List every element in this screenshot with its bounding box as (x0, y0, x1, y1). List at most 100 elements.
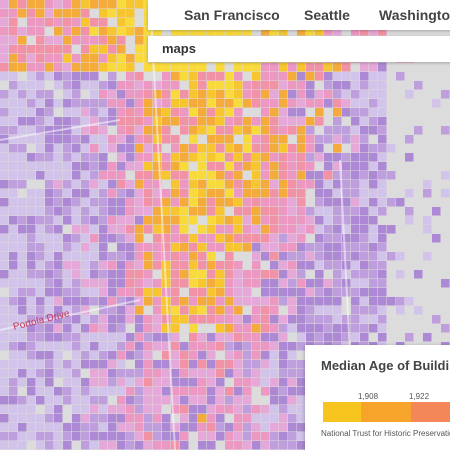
map-cell (81, 441, 90, 450)
map-cell (261, 234, 270, 243)
map-cell (261, 162, 270, 171)
map-cell (243, 387, 252, 396)
map-cell (126, 0, 135, 9)
map-cell (297, 72, 306, 81)
map-cell (189, 252, 198, 261)
map-cell (72, 153, 81, 162)
map-cell (63, 441, 72, 450)
map-cell (216, 117, 225, 126)
map-cell (108, 81, 117, 90)
map-cell (252, 126, 261, 135)
map-cell (261, 414, 270, 423)
map-cell (207, 369, 216, 378)
map-cell (270, 306, 279, 315)
map-cell (270, 27, 279, 36)
map-cell (297, 180, 306, 189)
map-cell (108, 36, 117, 45)
map-cell (90, 432, 99, 441)
map-cell (189, 207, 198, 216)
map-cell (234, 432, 243, 441)
map-cell (45, 414, 54, 423)
map-cell (279, 243, 288, 252)
map-cell (225, 180, 234, 189)
map-cell (99, 333, 108, 342)
map-cell (234, 315, 243, 324)
map-cell (306, 153, 315, 162)
map-cell (369, 243, 378, 252)
map-cell (333, 81, 342, 90)
map-cell (315, 198, 324, 207)
map-cell (261, 216, 270, 225)
city-link[interactable]: Washington (379, 7, 450, 23)
map-cell (279, 144, 288, 153)
map-cell (225, 225, 234, 234)
map-cell (144, 342, 153, 351)
map-cell (261, 189, 270, 198)
map-cell (99, 108, 108, 117)
map-cell (54, 144, 63, 153)
map-cell (180, 414, 189, 423)
map-cell (117, 387, 126, 396)
map-cell (189, 144, 198, 153)
map-cell (0, 54, 9, 63)
map-cell (117, 27, 126, 36)
map-cell (234, 99, 243, 108)
map-cell (270, 405, 279, 414)
map-cell (252, 324, 261, 333)
map-cell (0, 306, 9, 315)
map-cell (360, 81, 369, 90)
map-cell (297, 243, 306, 252)
map-cell (378, 207, 387, 216)
map-cell (225, 126, 234, 135)
map-cell (99, 63, 108, 72)
map-cell (90, 117, 99, 126)
map-cell (153, 306, 162, 315)
map-cell (90, 90, 99, 99)
map-cell (117, 396, 126, 405)
map-cell (117, 153, 126, 162)
map-cell (288, 342, 297, 351)
map-cell (270, 270, 279, 279)
map-cell (198, 99, 207, 108)
map-cell (270, 414, 279, 423)
map-cell (198, 369, 207, 378)
map-cell (0, 333, 9, 342)
map-cell (99, 414, 108, 423)
map-cell (27, 261, 36, 270)
map-cell (180, 162, 189, 171)
map-cell (108, 423, 117, 432)
map-cell (27, 387, 36, 396)
map-cell (324, 225, 333, 234)
map-cell (261, 441, 270, 450)
map-cell (54, 315, 63, 324)
map-cell (81, 243, 90, 252)
map-cell (288, 279, 297, 288)
map-cell (18, 0, 27, 9)
map-cell (315, 171, 324, 180)
map-cell (171, 99, 180, 108)
map-cell (189, 261, 198, 270)
map-cell (54, 324, 63, 333)
map-cell (234, 189, 243, 198)
map-cell (432, 207, 441, 216)
map-cell (126, 99, 135, 108)
map-cell (0, 117, 9, 126)
city-link[interactable]: Seattle (304, 7, 350, 23)
map-cell (315, 324, 324, 333)
map-cell (216, 432, 225, 441)
map-cell (306, 261, 315, 270)
map-cell (108, 171, 117, 180)
map-cell (180, 270, 189, 279)
map-cell (18, 234, 27, 243)
map-cell (351, 261, 360, 270)
map-cell (360, 207, 369, 216)
map-cell (18, 243, 27, 252)
city-link[interactable]: San Francisco (184, 7, 280, 23)
map-cell (252, 162, 261, 171)
map-cell (18, 36, 27, 45)
search-box[interactable]: maps (148, 36, 450, 62)
map-cell (189, 360, 198, 369)
map-cell (315, 144, 324, 153)
map-cell (333, 180, 342, 189)
map-cell (252, 279, 261, 288)
